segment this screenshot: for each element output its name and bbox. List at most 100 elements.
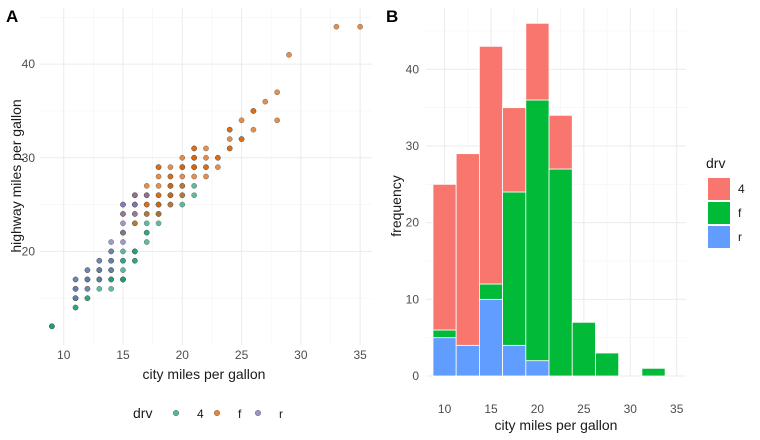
legend-key-f [213,410,220,417]
scatter-x-tick-labels: 10 15 20 25 30 35 [57,348,367,362]
point-drv-f [203,164,209,170]
point-drv-r [120,201,126,208]
bar-drv-f [502,191,527,346]
point-drv-r [84,267,91,273]
point-drv-f [262,98,269,105]
legend-label-4: 4 [738,182,745,196]
histogram-bars [432,22,666,377]
point-drv-r [132,211,138,217]
bar-drv-4 [455,153,480,346]
bar-drv-4 [502,107,527,193]
y-tick-label: 10 [406,292,420,306]
x-tick-label: 35 [353,348,367,362]
point-drv-f [215,154,221,161]
legend-key-4 [708,178,730,200]
bar-drv-f [571,321,596,377]
point-drv-4 [72,304,79,311]
point-drv-f [286,52,292,58]
point-drv-r [108,248,114,255]
legend-key-f [708,202,730,224]
histogram-legend: drv 4 fr [706,155,745,248]
point-drv-f [179,164,186,170]
x-tick-label: 30 [624,402,638,416]
point-drv-r [84,276,91,283]
point-drv-4 [143,229,150,236]
point-drv-r [120,211,126,217]
point-drv-4 [96,286,103,292]
point-drv-f [238,136,245,142]
point-drv-4 [132,248,138,255]
point-drv-f [203,145,209,152]
point-drv-4 [49,323,55,330]
x-tick-label: 10 [438,402,452,416]
point-drv-f [203,154,209,161]
histogram-y-axis-title: frequency [388,175,404,236]
point-drv-4 [191,192,197,199]
point-drv-f [250,108,257,114]
point-drv-r [72,286,79,292]
x-tick-label: 20 [531,402,545,416]
point-drv-f [155,211,162,217]
bar-drv-4 [548,114,573,170]
point-drv-f [191,145,197,152]
x-tick-label: 25 [235,348,249,362]
bar-drv-r [478,298,504,377]
point-drv-f [357,23,363,30]
bar-drv-f [548,168,573,377]
point-drv-f [155,183,162,189]
point-drv-r [72,295,79,301]
scatter-legend: drv 4 f r [133,405,283,421]
point-drv-f [274,117,280,124]
point-drv-f [155,164,162,170]
point-drv-r [120,229,126,236]
scatter-legend-title: drv [133,405,152,421]
x-tick-label: 10 [57,348,71,362]
point-drv-4 [108,276,114,283]
point-drv-f [179,183,186,189]
point-drv-f [179,154,186,161]
point-drv-4 [120,248,126,255]
point-drv-f [179,173,186,180]
point-drv-4 [120,267,126,273]
point-drv-4 [191,183,197,189]
scatter-x-axis-title: city miles per gallon [143,366,266,382]
legend-key-r [708,226,730,248]
point-drv-r [96,276,103,283]
legend-label-r: r [279,407,283,421]
point-drv-f [132,220,138,227]
scatter-plot-panel: 10 15 20 25 30 35 20 30 40 city miles per gallo… [8,8,372,421]
bar-drv-f [595,352,620,377]
point-drv-4 [155,220,162,227]
point-drv-r [132,192,138,199]
point-drv-f [191,154,197,161]
bar-drv-r [502,344,527,377]
y-tick-label: 40 [406,62,420,76]
point-drv-f [226,145,233,152]
x-tick-label: 20 [176,348,190,362]
point-drv-r [108,267,114,273]
point-drv-f [167,173,174,180]
point-drv-f [215,164,221,170]
legend-label-r: r [738,230,742,244]
histogram-panel: 10 15 20 25 30 35 0 10 20 30 40 city miles per ga… [388,8,745,433]
point-drv-f [143,183,150,189]
histogram-legend-title: drv [706,155,725,171]
bar-drv-r [525,360,550,377]
point-drv-f [226,126,233,133]
point-drv-f [167,164,174,170]
bar-drv-4 [478,45,504,285]
point-drv-f [167,201,174,208]
point-drv-r [132,201,138,208]
y-tick-label: 20 [22,244,36,258]
point-drv-r [120,239,126,245]
point-drv-f [143,211,150,217]
panel-b-tag: B [386,7,398,26]
point-drv-f [191,164,197,170]
point-drv-f [167,183,174,189]
scatter-y-axis-title: highway miles per gallon [8,99,24,252]
point-drv-r [120,220,126,227]
point-drv-r [108,239,114,245]
bar-drv-f [432,329,457,339]
y-tick-label: 40 [22,57,36,71]
y-tick-label: 30 [406,139,420,153]
